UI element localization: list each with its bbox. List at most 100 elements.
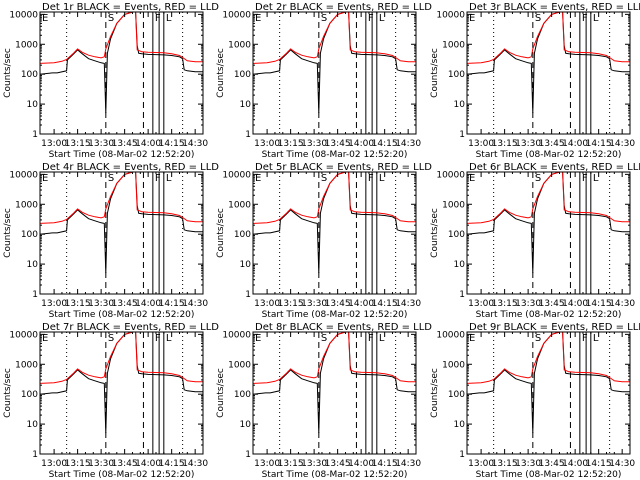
y-tick-label: 10	[454, 260, 466, 270]
x-tick-label: 13:15	[492, 299, 518, 309]
x-tick-label: 13:00	[254, 139, 280, 149]
y-tick-label: 100	[21, 230, 38, 240]
event-marker-label: F	[582, 173, 588, 184]
x-tick-label: 13:45	[539, 139, 565, 149]
event-marker-label: F	[582, 13, 588, 24]
y-tick-label: 1000	[15, 200, 38, 210]
event-marker-label: L	[593, 13, 599, 24]
event-marker-label: L	[166, 13, 172, 24]
x-tick-label: 14:00	[562, 459, 588, 469]
y-axis-label: Counts/sec	[3, 48, 13, 98]
event-marker-label: E	[469, 13, 475, 24]
plot-frame	[252, 331, 417, 455]
series-lld-line	[253, 332, 416, 384]
y-tick-label: 10000	[436, 10, 465, 20]
x-tick-label: 14:00	[562, 139, 588, 149]
plot-frame	[39, 171, 204, 295]
x-axis-label: Start Time (08-Mar-02 12:52:20)	[476, 310, 622, 320]
y-tick-label: 1	[32, 450, 38, 460]
plot-frame	[39, 11, 204, 135]
series-lld-line	[40, 332, 203, 384]
series-lld-line	[253, 172, 416, 224]
x-tick-label: 14:30	[395, 299, 421, 309]
x-tick-label: 14:15	[159, 139, 185, 149]
y-tick-label: 1	[459, 450, 465, 460]
y-tick-label: 100	[448, 70, 465, 80]
x-tick-label: 13:45	[325, 459, 351, 469]
x-axis-label: Start Time (08-Mar-02 12:52:20)	[476, 150, 622, 160]
y-tick-label: 10000	[9, 170, 38, 180]
y-tick-label: 10000	[436, 330, 465, 340]
event-marker-label: L	[166, 173, 172, 184]
y-tick-label: 100	[448, 230, 465, 240]
y-tick-label: 1000	[15, 40, 38, 50]
y-tick-label: 10000	[222, 330, 251, 340]
event-marker-label: S	[321, 333, 327, 344]
x-axis-label: Start Time (08-Mar-02 12:52:20)	[262, 310, 408, 320]
y-tick-label: 10	[240, 420, 252, 430]
event-marker-label: F	[582, 333, 588, 344]
event-marker-label: S	[321, 173, 327, 184]
series-lld-line	[40, 12, 203, 64]
x-tick-label: 13:15	[492, 459, 518, 469]
y-tick-label: 100	[234, 230, 251, 240]
y-tick-label: 1000	[228, 40, 251, 50]
x-tick-label: 14:15	[159, 459, 185, 469]
x-tick-label: 13:00	[254, 459, 280, 469]
y-tick-label: 100	[21, 390, 38, 400]
x-axis-label: Start Time (08-Mar-02 12:52:20)	[262, 150, 408, 160]
x-tick-label: 14:30	[182, 459, 208, 469]
event-marker-label: S	[108, 13, 114, 24]
event-marker-label: E	[255, 13, 261, 24]
y-tick-label: 10	[27, 260, 39, 270]
series-events-line	[253, 12, 416, 114]
y-tick-label: 10000	[9, 330, 38, 340]
x-axis-label: Start Time (08-Mar-02 12:52:20)	[476, 470, 622, 480]
series-lld-line	[253, 12, 416, 64]
x-tick-label: 13:15	[278, 139, 304, 149]
panel-title: Det 7r BLACK = Events, RED = LLD	[42, 322, 219, 333]
y-tick-label: 1	[245, 450, 251, 460]
series-events-line	[253, 172, 416, 274]
x-tick-label: 13:45	[112, 299, 138, 309]
x-axis-label: Start Time (08-Mar-02 12:52:20)	[262, 470, 408, 480]
y-tick-label: 10	[27, 100, 39, 110]
y-tick-label: 1000	[15, 360, 38, 370]
panel-title: Det 2r BLACK = Events, RED = LLD	[255, 2, 432, 13]
x-tick-label: 13:30	[515, 459, 541, 469]
series-events-line	[253, 332, 416, 434]
y-tick-label: 1000	[442, 200, 465, 210]
y-axis-label: Counts/sec	[216, 368, 226, 418]
x-tick-label: 13:45	[539, 299, 565, 309]
plot-frame	[466, 331, 631, 455]
x-tick-label: 14:30	[182, 139, 208, 149]
x-tick-label: 14:15	[586, 459, 612, 469]
x-tick-label: 13:15	[65, 299, 91, 309]
plot-frame	[252, 171, 417, 295]
x-tick-label: 13:15	[65, 459, 91, 469]
y-tick-label: 10000	[222, 170, 251, 180]
x-tick-label: 13:45	[325, 299, 351, 309]
x-tick-label: 13:30	[88, 299, 114, 309]
x-tick-label: 13:00	[41, 139, 67, 149]
x-tick-label: 14:00	[135, 459, 161, 469]
y-tick-label: 1	[245, 130, 251, 140]
x-tick-label: 13:30	[301, 459, 327, 469]
y-tick-label: 1	[459, 130, 465, 140]
event-marker-label: F	[368, 333, 374, 344]
panel-title: Det 9r BLACK = Events, RED = LLD	[469, 322, 640, 333]
event-marker-label: S	[535, 13, 541, 24]
event-marker-label: S	[108, 173, 114, 184]
plot-frame	[466, 171, 631, 295]
series-events-line	[467, 332, 630, 434]
y-axis-label: Counts/sec	[430, 368, 440, 418]
y-tick-label: 100	[21, 70, 38, 80]
y-tick-label: 1	[32, 290, 38, 300]
plot-frame	[466, 11, 631, 135]
x-axis-label: Start Time (08-Mar-02 12:52:20)	[49, 310, 195, 320]
event-marker-label: S	[535, 333, 541, 344]
event-marker-label: F	[368, 173, 374, 184]
x-axis-label: Start Time (08-Mar-02 12:52:20)	[49, 470, 195, 480]
